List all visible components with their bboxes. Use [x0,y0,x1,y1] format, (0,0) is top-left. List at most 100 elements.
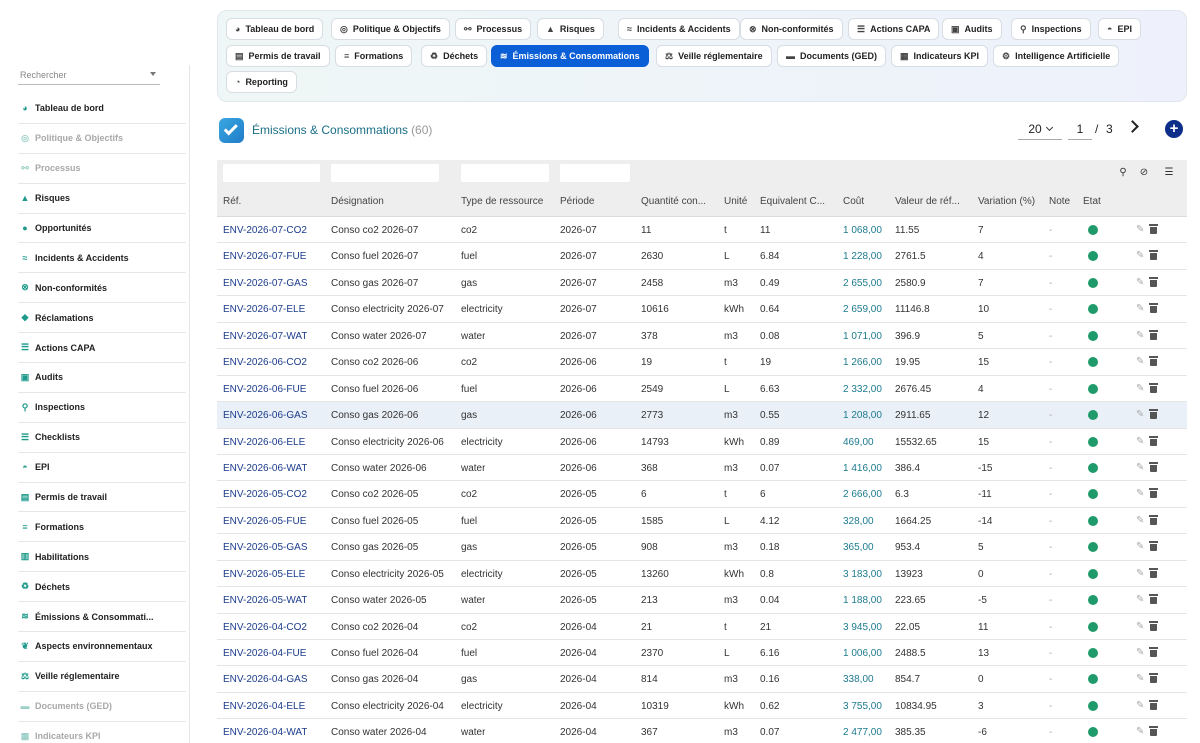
table-row[interactable]: ENV-2026-05-CO2 Conso co2 2026-05 co2 2026-… [217,481,1187,508]
sidebar-item-13[interactable]: ▤ Permis de travail [18,483,186,513]
cell-ref[interactable]: ENV-2026-05-CO2 [223,489,307,501]
edit-icon[interactable]: ✎ [1136,699,1145,711]
sidebar-item-19[interactable]: ⚖ Veille réglementaire [18,662,186,692]
cell-ref[interactable]: ENV-2026-05-GAS [223,542,308,554]
edit-icon[interactable]: ✎ [1136,329,1145,341]
edit-icon[interactable]: ✎ [1136,620,1145,632]
table-row[interactable]: ENV-2026-04-ELE Conso electricity 2026-04… [217,693,1187,720]
sidebar-search-select[interactable]: Rechercher [18,65,160,85]
trash-icon[interactable] [1149,647,1158,657]
table-row[interactable]: ENV-2026-07-FUE Conso fuel 2026-07 fuel 202… [217,243,1187,270]
column-header-10[interactable]: Note [1049,196,1071,207]
column-header-2[interactable]: Type de ressource [461,196,544,207]
tab-11[interactable]: ≡ Formations [335,45,413,67]
tab-16[interactable]: ▦ Indicateurs KPI [891,45,989,67]
table-row[interactable]: ENV-2026-05-ELE Conso electricity 2026-05… [217,561,1187,588]
trash-icon[interactable] [1149,541,1158,552]
sidebar-item-14[interactable]: ≡ Formations [18,512,186,543]
table-row[interactable]: ENV-2026-07-GAS Conso gas 2026-07 gas 2026-… [217,270,1187,297]
sidebar-item-15[interactable]: ▥ Habilitations [18,542,186,573]
cell-ref[interactable]: ENV-2026-07-GAS [223,277,308,289]
filter-off-icon[interactable]: ⊘ [1139,167,1149,178]
edit-icon[interactable]: ✎ [1136,461,1145,473]
column-header-8[interactable]: Valeur de réf... [895,196,960,207]
trash-icon[interactable] [1149,699,1158,710]
sidebar-item-17[interactable]: ≋ Émissions & Consommati... [18,602,186,633]
edit-icon[interactable]: ✎ [1136,409,1145,421]
cell-ref[interactable]: ENV-2026-04-WAT [223,727,308,739]
trash-icon[interactable] [1149,382,1158,393]
cell-ref[interactable]: ENV-2026-07-ELE [223,304,306,316]
trash-icon[interactable] [1149,303,1158,314]
table-row[interactable]: ENV-2026-05-FUE Conso fuel 2026-05 fuel 202… [217,508,1187,535]
edit-icon[interactable]: ✎ [1136,382,1145,394]
sidebar-item-12[interactable]: ◓ EPI [18,453,186,483]
filter-input-designation[interactable] [331,164,439,182]
tab-2[interactable]: ⚯ Processus [455,18,532,40]
edit-icon[interactable]: ✎ [1136,594,1145,606]
trash-icon[interactable] [1149,356,1158,367]
cell-ref[interactable]: ENV-2026-05-ELE [223,568,306,580]
cell-ref[interactable]: ENV-2026-05-WAT [223,595,308,607]
tab-15[interactable]: ▬ Documents (GED) [777,45,887,67]
column-header-0[interactable]: Réf. [223,196,242,207]
cell-ref[interactable]: ENV-2026-04-CO2 [223,621,307,633]
tab-13[interactable]: ≋ Émissions & Consommations [491,45,649,67]
current-page-input[interactable]: 1 [1068,120,1092,140]
cell-ref[interactable]: ENV-2026-07-WAT [223,330,308,342]
cell-ref[interactable]: ENV-2026-04-ELE [223,700,306,712]
edit-icon[interactable]: ✎ [1136,356,1145,368]
tab-9[interactable]: ◓ EPI [1098,18,1141,40]
column-header-3[interactable]: Période [560,196,595,207]
cell-ref[interactable]: ENV-2026-06-GAS [223,410,308,422]
tab-12[interactable]: ♻ Déchets [421,45,488,67]
cell-ref[interactable]: ENV-2026-04-GAS [223,674,308,686]
column-header-9[interactable]: Variation (%) [978,196,1036,207]
trash-icon[interactable] [1149,620,1158,631]
table-row[interactable]: ENV-2026-06-CO2 Conso co2 2026-06 co2 2026-… [217,349,1187,376]
filter-input-periode[interactable] [560,164,630,182]
tab-7[interactable]: ▣ Audits [942,18,1002,40]
cell-ref[interactable]: ENV-2026-05-FUE [223,515,307,527]
columns-list-icon[interactable]: ☰ [1164,167,1174,178]
table-row[interactable]: ENV-2026-04-CO2 Conso co2 2026-04 co2 2026-… [217,614,1187,640]
table-row[interactable]: ENV-2026-07-WAT Conso water 2026-07 water 2… [217,323,1187,350]
column-header-5[interactable]: Unité [724,196,748,207]
edit-icon[interactable]: ✎ [1136,567,1145,579]
sidebar-item-10[interactable]: ⚲ Inspections [18,393,186,423]
table-row[interactable]: ENV-2026-05-WAT Conso water 2026-05 water 2… [217,587,1187,614]
column-header-1[interactable]: Désignation [331,196,384,207]
cell-ref[interactable]: ENV-2026-04-FUE [223,648,307,659]
tab-1[interactable]: ◎ Politique & Objectifs [331,18,450,40]
trash-icon[interactable] [1149,409,1158,420]
trash-icon[interactable] [1149,276,1158,287]
add-record-button[interactable]: + [1165,120,1183,138]
trash-icon[interactable] [1149,514,1158,525]
table-row[interactable]: ENV-2026-06-FUE Conso fuel 2026-06 fuel 202… [217,376,1187,403]
column-header-7[interactable]: Coût [843,196,865,207]
edit-icon[interactable]: ✎ [1136,488,1145,500]
trash-icon[interactable] [1149,461,1158,472]
table-row[interactable]: ENV-2026-07-ELE Conso electricity 2026-07… [217,296,1187,323]
sidebar-item-0[interactable]: ◕ Tableau de bord [18,94,186,124]
trash-icon[interactable] [1149,250,1158,261]
table-row[interactable]: ENV-2026-07-CO2 Conso co2 2026-07 co2 2026-… [217,217,1187,244]
trash-icon[interactable] [1149,673,1158,684]
trash-icon[interactable] [1149,726,1158,737]
search-icon[interactable]: ⚲ [1119,167,1127,178]
edit-icon[interactable]: ✎ [1136,276,1145,288]
sidebar-item-18[interactable]: ❦ Aspects environnementaux [18,632,186,662]
table-row[interactable]: ENV-2026-04-WAT Conso water 2026-04 water 2… [217,719,1187,743]
table-row[interactable]: ENV-2026-04-FUE Conso fuel 2026-04 fuel 202… [217,640,1187,667]
column-header-4[interactable]: Quantité con... [641,196,707,207]
tab-10[interactable]: ▤ Permis de travail [226,45,330,67]
edit-icon[interactable]: ✎ [1136,647,1145,658]
edit-icon[interactable]: ✎ [1136,726,1145,738]
table-row[interactable]: ENV-2026-06-GAS Conso gas 2026-06 gas 2026-… [217,402,1187,429]
cell-ref[interactable]: ENV-2026-07-FUE [223,251,307,263]
cell-ref[interactable]: ENV-2026-06-WAT [223,462,308,474]
filter-input-type[interactable] [461,164,549,182]
edit-icon[interactable]: ✎ [1136,250,1145,262]
edit-icon[interactable]: ✎ [1136,435,1145,447]
trash-icon[interactable] [1149,567,1158,578]
